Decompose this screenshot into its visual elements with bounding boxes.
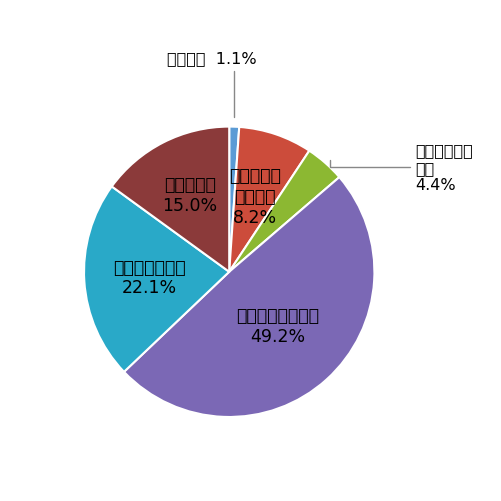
Text: エネルギー
15.0%: エネルギー 15.0% xyxy=(162,175,217,214)
Text: 物理・素粒
子・宇宙
8.2%: 物理・素粒 子・宇宙 8.2% xyxy=(228,167,280,226)
Wedge shape xyxy=(229,151,339,272)
Text: 工学・ものづくり
49.2%: 工学・ものづくり 49.2% xyxy=(236,307,319,345)
Wedge shape xyxy=(124,178,374,417)
Wedge shape xyxy=(229,128,309,272)
Wedge shape xyxy=(112,127,229,272)
Text: バイオ・ライフ
22.1%: バイオ・ライフ 22.1% xyxy=(113,258,185,297)
Wedge shape xyxy=(84,187,229,372)
Text: 物質・材料・
化学
4.4%: 物質・材料・ 化学 4.4% xyxy=(329,143,472,193)
Wedge shape xyxy=(229,127,239,272)
Text: 数理科学  1.1%: 数理科学 1.1% xyxy=(167,52,256,117)
